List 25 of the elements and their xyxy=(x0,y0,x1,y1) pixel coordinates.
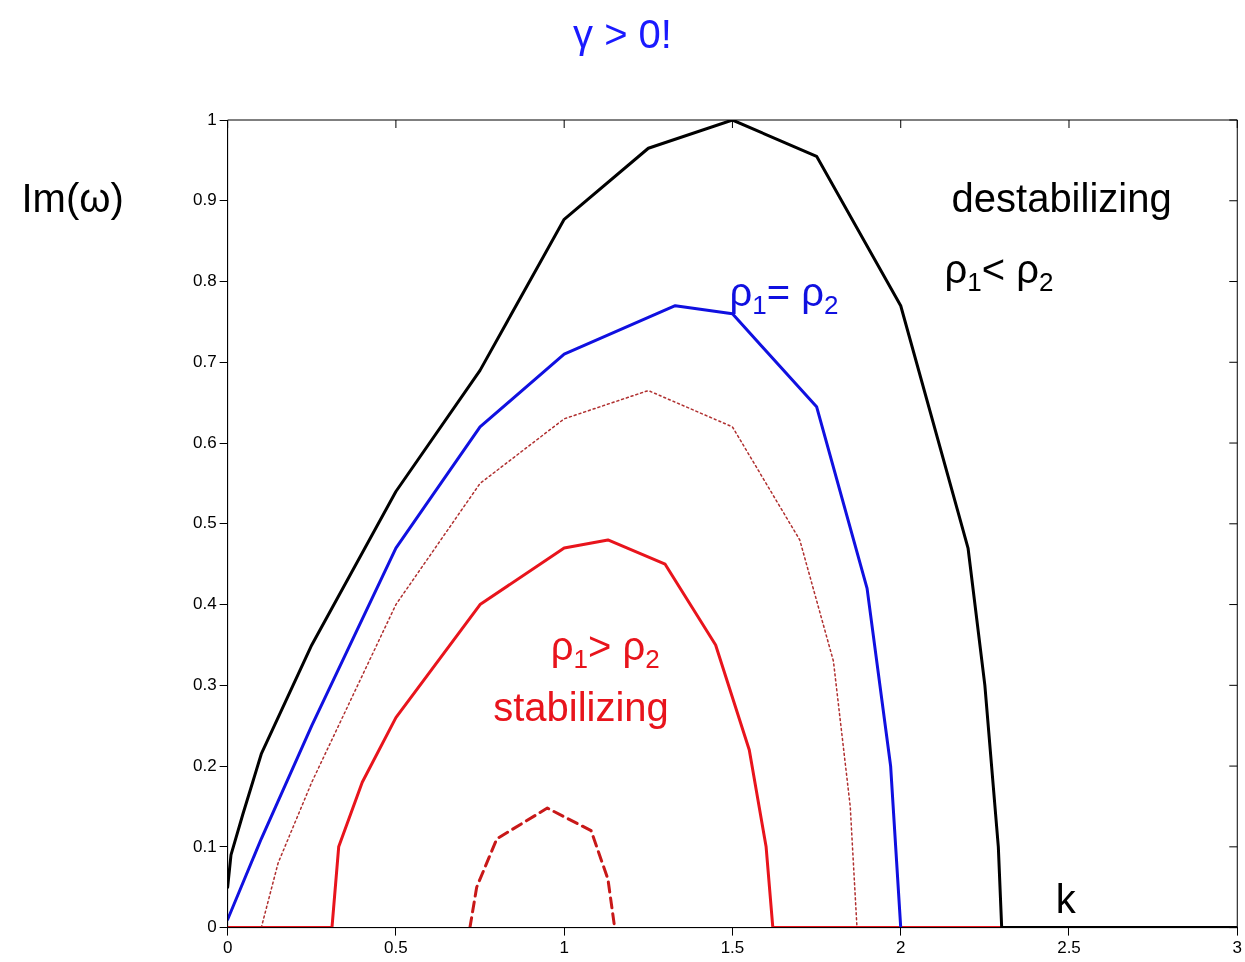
x-tick-label: 2 xyxy=(895,938,906,958)
annotation: destabilizing xyxy=(951,175,1172,220)
y-tick-label: 0.3 xyxy=(192,675,217,695)
x-tick-label: 0.5 xyxy=(384,938,408,958)
line-series xyxy=(260,389,858,928)
y-tick-label: 0.6 xyxy=(192,432,217,452)
annotation: stabilizing xyxy=(493,684,669,729)
y-tick-label: 0.7 xyxy=(192,351,217,371)
x-tick-label: 3 xyxy=(1232,938,1243,958)
x-tick-label: 1 xyxy=(559,938,569,958)
x-axis-title: k xyxy=(1055,876,1077,921)
y-tick-label: 0.4 xyxy=(192,594,217,614)
y-tick-label: 0 xyxy=(207,917,217,937)
x-tick-label: 0 xyxy=(222,938,233,958)
y-tick-label: 0.9 xyxy=(192,190,217,210)
y-tick-label: 1 xyxy=(207,109,217,129)
line-series xyxy=(468,806,617,928)
y-tick-label: 0.2 xyxy=(192,755,217,775)
y-tick-label: 0.5 xyxy=(192,513,217,533)
x-tick-label: 1.5 xyxy=(720,938,745,958)
y-tick-label: 0.1 xyxy=(192,836,217,856)
x-tick-label: 2.5 xyxy=(1057,938,1081,958)
y-axis-title: Im(ω) xyxy=(21,175,124,220)
chart-title: γ > 0! xyxy=(572,12,673,57)
y-tick-label: 0.8 xyxy=(192,271,217,291)
